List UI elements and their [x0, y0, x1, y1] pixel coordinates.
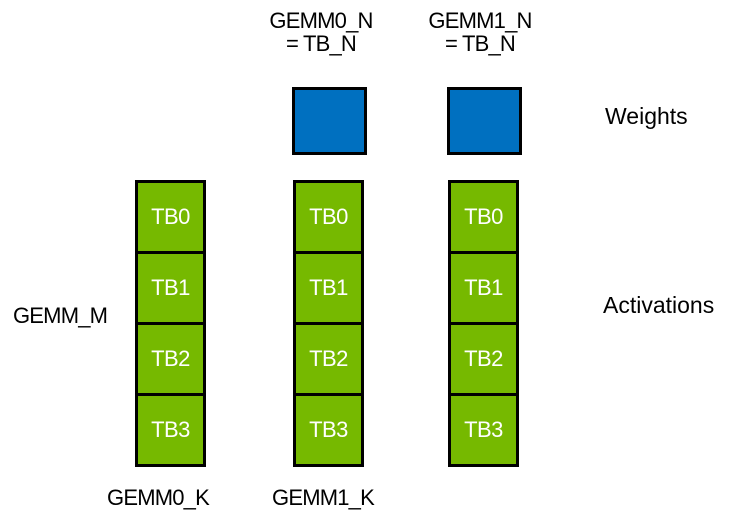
- gemm1-n-label-line2: = TB_N: [444, 31, 516, 56]
- activation-column-1: TB0 TB1 TB2 TB3: [135, 180, 206, 467]
- tb-block: TB0: [293, 180, 364, 254]
- gemm0-n-label-line1: GEMM0_N: [269, 8, 373, 33]
- gemm1-n-label: GEMM1_N = TB_N: [428, 8, 532, 56]
- tb-block: TB1: [293, 251, 364, 325]
- gemm-m-label: GEMM_M: [13, 303, 108, 328]
- tb-block: TB2: [448, 322, 519, 396]
- tb-block: TB2: [293, 322, 364, 396]
- gemm1-k-label: GEMM1_K: [272, 485, 375, 510]
- tb-block: TB2: [135, 322, 206, 396]
- tb-block: TB0: [135, 180, 206, 254]
- tb-block: TB3: [135, 393, 206, 467]
- gemm1-n-label-line1: GEMM1_N: [428, 8, 532, 33]
- gemm0-n-label-line2: = TB_N: [285, 31, 357, 56]
- activation-column-3: TB0 TB1 TB2 TB3: [448, 180, 519, 467]
- tb-block: TB0: [448, 180, 519, 254]
- gemm0-n-label: GEMM0_N = TB_N: [269, 8, 373, 56]
- tb-block: TB1: [448, 251, 519, 325]
- activation-column-2: TB0 TB1 TB2 TB3: [293, 180, 364, 467]
- tb-block: TB3: [448, 393, 519, 467]
- gemm0-k-label: GEMM0_K: [107, 485, 210, 510]
- activations-label: Activations: [603, 292, 715, 318]
- weights-square-gemm0: [292, 87, 367, 155]
- tb-block: TB1: [135, 251, 206, 325]
- tb-block: TB3: [293, 393, 364, 467]
- weights-label: Weights: [605, 103, 688, 129]
- weights-square-gemm1: [447, 87, 522, 155]
